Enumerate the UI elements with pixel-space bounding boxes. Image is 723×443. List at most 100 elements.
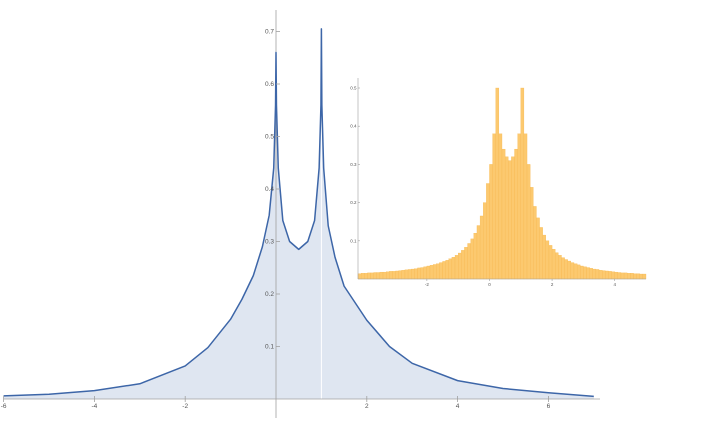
x-tick-label: -2	[182, 403, 188, 410]
y-tick-label: 0.3	[265, 239, 274, 246]
histogram-bar	[407, 269, 412, 280]
histogram-bar	[595, 269, 600, 280]
histogram-bar	[561, 257, 565, 280]
histogram-bar	[442, 261, 446, 280]
y-tick-label: 0.1	[265, 344, 274, 351]
histogram-bar	[426, 265, 431, 280]
histogram-bar	[623, 272, 628, 280]
histogram-bar	[417, 267, 421, 280]
histogram-bar	[576, 264, 581, 280]
histogram-bar	[436, 263, 440, 280]
histogram-bar	[404, 269, 409, 280]
histogram-bar	[486, 183, 490, 280]
histogram-bar	[592, 268, 597, 280]
histogram-bar	[495, 87, 500, 280]
histogram-bar	[386, 271, 390, 280]
histogram-bar	[464, 247, 468, 280]
histogram-bar	[395, 270, 399, 280]
histogram-bar	[467, 243, 471, 280]
histogram-bar	[548, 245, 553, 280]
y-tick-label: 0.6	[265, 81, 274, 88]
histogram-bar	[373, 272, 377, 280]
histogram-bar	[530, 187, 534, 280]
histogram-bar	[523, 133, 528, 280]
y-tick-label: 0.2	[265, 291, 274, 298]
histogram-bar	[357, 273, 362, 280]
histogram-bar	[526, 164, 531, 280]
histogram-bar	[439, 262, 443, 280]
histogram-bar	[473, 233, 478, 280]
inset-y-tick-label: 0.5	[350, 86, 357, 91]
histogram-bar	[580, 265, 584, 280]
histogram-bar	[508, 160, 512, 280]
histogram-bar	[489, 164, 493, 280]
inset-histogram-chart: -2 0 2 4 0.1 0.2 0.3 0.4 0.5	[350, 78, 647, 287]
histogram-bar	[448, 258, 453, 280]
histogram-bar	[461, 250, 465, 280]
inset-x-tick-label: 2	[551, 282, 554, 287]
inset-y-tick-label: 0.1	[350, 238, 357, 243]
histogram-bar	[570, 262, 575, 280]
histogram-bar	[589, 268, 593, 280]
histogram-bar	[611, 271, 615, 280]
y-tick-label: 0.4	[265, 186, 274, 193]
histogram-bar	[367, 272, 371, 280]
histogram-bar	[470, 238, 474, 280]
histogram-bar	[432, 264, 437, 280]
histogram-bar	[514, 148, 518, 280]
inset-x-tick-label: 0	[488, 282, 491, 287]
histogram-bar	[636, 273, 640, 280]
histogram-bar	[620, 272, 625, 280]
histogram-bar	[642, 273, 647, 280]
density-area-fill	[3, 28, 594, 399]
histogram-bar	[573, 263, 578, 280]
histogram-bar	[614, 271, 618, 280]
histogram-bar	[564, 259, 568, 280]
histogram-bar	[360, 273, 365, 280]
histogram-bar	[598, 270, 603, 280]
inset-y-tick-label: 0.2	[350, 200, 357, 205]
histogram-bar	[633, 273, 637, 280]
histogram-bar	[389, 271, 393, 280]
histogram-bar	[429, 265, 434, 280]
x-tick-label: -6	[1, 403, 7, 410]
main-density-chart: -6 -4 -2 2 4 6 0.1 0.2 0.3 0.4 0.5 0.6 0.7	[1, 10, 600, 418]
histogram-bar	[520, 87, 525, 280]
x-tick-label: 2	[365, 403, 369, 410]
histogram-bar	[542, 234, 546, 280]
histogram-bar	[533, 206, 537, 280]
histogram-bar	[639, 273, 644, 280]
histogram-bar	[517, 133, 521, 280]
histogram-bar	[458, 252, 462, 280]
histogram-bar	[479, 215, 484, 280]
histogram-bar	[420, 267, 424, 280]
histogram-bar	[617, 272, 622, 280]
x-tick-label: -4	[92, 403, 98, 410]
histogram-bar	[602, 270, 606, 280]
inset-y-tick-label: 0.4	[350, 124, 357, 129]
histogram-bar	[411, 268, 415, 280]
histogram-bar	[451, 257, 456, 280]
inset-y-tick-label: 0.3	[350, 162, 357, 167]
histogram-bar	[370, 272, 374, 280]
y-tick-label: 0.5	[265, 134, 274, 141]
histogram-bar	[511, 156, 515, 280]
histogram-bar	[492, 133, 496, 280]
histogram-bar	[483, 202, 487, 280]
histogram-bar	[423, 266, 428, 280]
histogram-bar	[504, 156, 509, 280]
histogram-bar	[608, 271, 612, 280]
histogram-bar	[401, 270, 406, 280]
histogram-bar	[586, 267, 590, 280]
y-tick-label: 0.7	[265, 29, 274, 36]
histogram-bar	[476, 225, 481, 280]
histogram-bar	[627, 273, 631, 280]
histogram-bar	[379, 271, 384, 280]
histogram-bar	[498, 133, 503, 280]
histogram-bar	[555, 252, 559, 280]
histogram-bar	[630, 273, 634, 280]
histogram-bar	[567, 260, 572, 280]
histogram-bar	[501, 148, 506, 280]
density-curve	[3, 28, 594, 398]
